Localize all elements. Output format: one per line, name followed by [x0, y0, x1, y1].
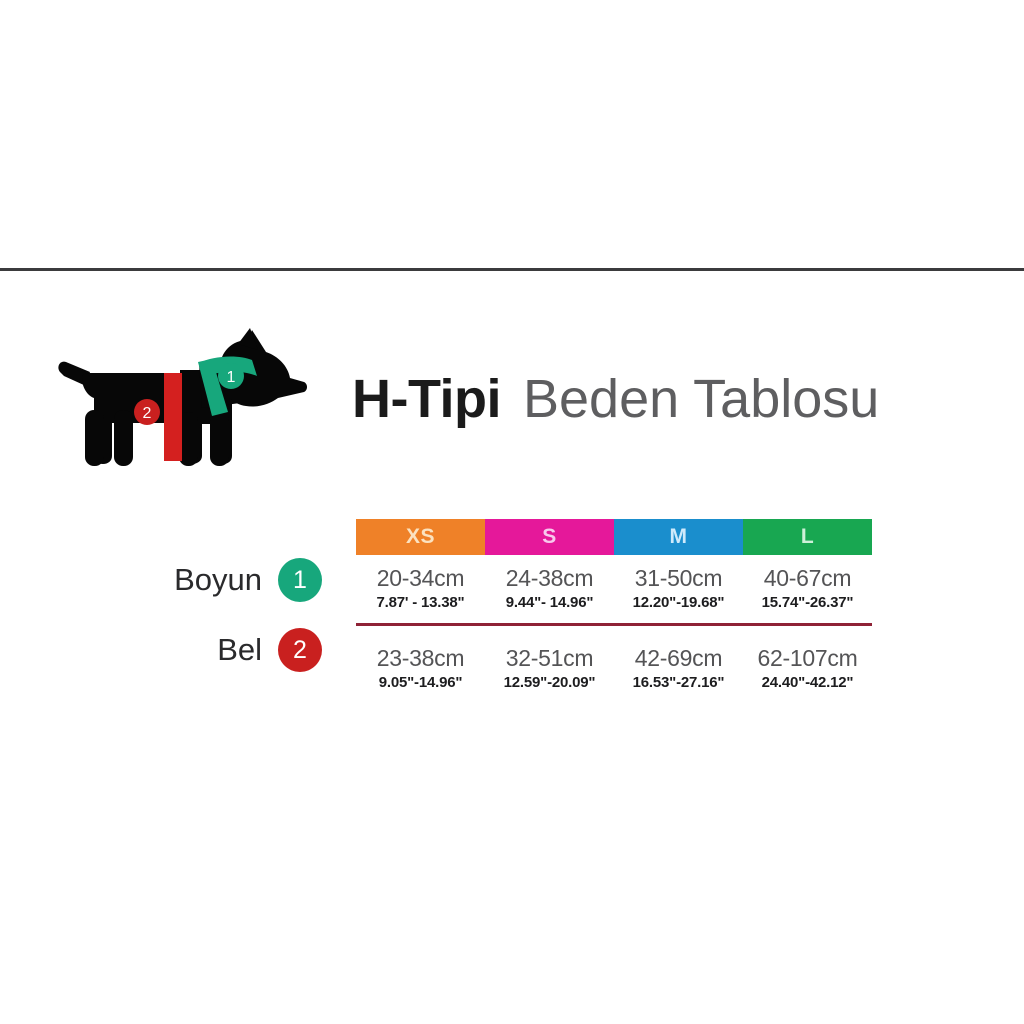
table-row-waist: 23-38cm 9.05"-14.96" 32-51cm 12.59"-20.0…: [356, 645, 872, 691]
legend-badge-neck: 1: [278, 558, 322, 602]
legend-badge-waist: 2: [278, 628, 322, 672]
size-header-l: L: [743, 519, 872, 555]
value-cm: 24-38cm: [505, 565, 594, 591]
size-table-header-row: XS S M L: [356, 519, 872, 555]
value-cm: 23-38cm: [376, 645, 465, 671]
top-divider-rule: [0, 268, 1024, 271]
measurement-legend: Boyun 1 Bel 2: [100, 552, 322, 678]
legend-label-neck: Boyun: [174, 562, 262, 597]
cell-neck-s: 24-38cm 9.44"- 14.96": [485, 565, 614, 611]
value-cm: 62-107cm: [757, 645, 858, 671]
value-cm: 20-34cm: [376, 565, 465, 591]
size-header-m: M: [614, 519, 743, 555]
page-title: H-Tipi Beden Tablosu: [352, 362, 992, 436]
cell-waist-l: 62-107cm 24.40"-42.12": [743, 645, 872, 691]
neck-marker-badge: 1: [218, 363, 244, 389]
cell-waist-s: 32-51cm 12.59"-20.09": [485, 645, 614, 691]
size-header-xs: XS: [356, 519, 485, 555]
table-row-neck: 20-34cm 7.87' - 13.38" 24-38cm 9.44"- 14…: [356, 565, 872, 611]
legend-item-neck: Boyun 1: [100, 552, 322, 608]
value-inch: 12.20"-19.68": [632, 594, 725, 611]
cell-waist-xs: 23-38cm 9.05"-14.96": [356, 645, 485, 691]
value-inch: 12.59"-20.09": [503, 674, 596, 691]
value-cm: 31-50cm: [634, 565, 723, 591]
cell-neck-m: 31-50cm 12.20"-19.68": [614, 565, 743, 611]
title-subject: Beden Tablosu: [522, 369, 880, 429]
legend-item-waist: Bel 2: [100, 622, 322, 678]
value-inch: 9.44"- 14.96": [505, 594, 594, 611]
waist-marker-badge: 2: [134, 399, 160, 425]
value-cm: 40-67cm: [763, 565, 852, 591]
value-cm: 32-51cm: [505, 645, 594, 671]
dog-body-silhouette: [58, 328, 307, 466]
value-inch: 24.40"-42.12": [761, 674, 854, 691]
size-table: XS S M L 20-34cm 7.87' - 13.38" 24-38cm …: [356, 519, 872, 691]
cell-waist-m: 42-69cm 16.53"-27.16": [614, 645, 743, 691]
waist-band: [164, 373, 182, 461]
waist-marker-label: 2: [143, 405, 152, 422]
title-type: H-Tipi: [352, 369, 501, 429]
value-inch: 15.74"-26.37": [761, 594, 854, 611]
value-inch: 16.53"-27.16": [632, 674, 725, 691]
neck-marker-label: 1: [227, 369, 236, 386]
size-header-s: S: [485, 519, 614, 555]
table-row-divider: [356, 623, 872, 626]
cell-neck-xs: 20-34cm 7.87' - 13.38": [356, 565, 485, 611]
value-inch: 9.05"-14.96": [378, 674, 463, 691]
dog-illustration: 1 2: [52, 328, 310, 524]
value-cm: 42-69cm: [634, 645, 723, 671]
value-inch: 7.87' - 13.38": [376, 594, 465, 611]
cell-neck-l: 40-67cm 15.74"-26.37": [743, 565, 872, 611]
legend-label-waist: Bel: [217, 632, 262, 667]
